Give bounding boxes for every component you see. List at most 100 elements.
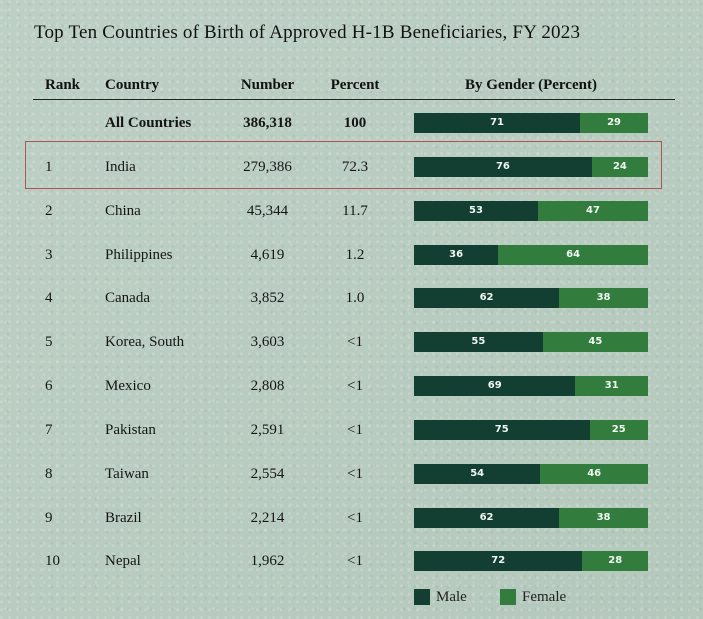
rank-cell: 6 [45, 378, 53, 394]
number-cell: 1,962 [250, 553, 285, 569]
table-row: 8 Taiwan 2,554 <1 54 46 [0, 463, 703, 485]
female-legend-swatch [500, 589, 516, 605]
male-segment: 54 [414, 464, 541, 484]
india-highlight-box [25, 141, 662, 189]
country-cell: India [105, 159, 136, 175]
male-segment: 53 [414, 201, 539, 221]
number-cell: 3,852 [250, 290, 285, 306]
country-cell: Canada [105, 290, 150, 306]
country-cell: Korea, South [105, 334, 185, 350]
female-segment: 46 [540, 464, 648, 484]
header-percent: Percent [330, 77, 380, 93]
percent-cell: 1.0 [345, 290, 365, 306]
female-segment: 38 [559, 508, 648, 528]
percent-cell: <1 [347, 466, 363, 482]
country-cell: China [105, 203, 141, 219]
table-row: 3 Philippines 4,619 1.2 36 64 [0, 244, 703, 266]
male-segment: 69 [414, 376, 576, 396]
country-cell: Taiwan [105, 466, 149, 482]
percent-cell: <1 [347, 334, 363, 350]
rank-cell: 7 [45, 422, 53, 438]
legend-male: Male [414, 586, 467, 608]
percent-cell: <1 [347, 378, 363, 394]
number-cell: 2,808 [250, 378, 285, 394]
female-segment: 25 [589, 420, 648, 440]
header-number: Number [240, 77, 295, 93]
header-gender: By Gender (Percent) [465, 77, 597, 93]
rank-cell: 3 [45, 247, 53, 263]
table-row: 5 Korea, South 3,603 <1 55 45 [0, 331, 703, 353]
female-legend-label: Female [522, 588, 567, 605]
number-cell: 45,344 [246, 203, 289, 219]
header-rank: Rank [45, 77, 81, 93]
male-legend-swatch [414, 589, 430, 605]
male-segment: 71 [414, 113, 581, 133]
rank-cell: 8 [45, 466, 53, 482]
percent-cell: 72.3 [341, 159, 369, 175]
number-cell: 3,603 [250, 334, 285, 350]
percent-cell: 11.7 [342, 203, 368, 219]
female-segment: 47 [538, 201, 648, 221]
table-row: 2 China 45,344 11.7 53 47 [0, 200, 703, 222]
female-segment: 31 [575, 376, 648, 396]
header-divider [33, 99, 675, 100]
percent-cell: <1 [347, 553, 363, 569]
total-row: All Countries 386,318 100 71 29 [0, 112, 703, 134]
country-cell: Philippines [105, 247, 173, 263]
gender-split-bar: 55 45 [414, 332, 648, 352]
rank-cell: 10 [45, 553, 60, 569]
country-cell: All Countries [105, 115, 192, 131]
gender-split-bar: 62 38 [414, 508, 648, 528]
female-segment: 24 [591, 157, 648, 177]
percent-cell: <1 [347, 510, 363, 526]
percent-cell: 1.2 [345, 247, 365, 263]
female-segment: 64 [498, 245, 648, 265]
country-cell: Pakistan [105, 422, 156, 438]
male-segment: 72 [414, 551, 583, 571]
gender-split-bar: 71 29 [414, 113, 648, 133]
male-legend-label: Male [436, 588, 467, 605]
rank-cell: 4 [45, 290, 53, 306]
number-cell: 4,619 [250, 247, 285, 263]
header-country: Country [105, 77, 160, 93]
table-row: 1 India 279,386 72.3 76 24 [0, 156, 703, 178]
table-row: 7 Pakistan 2,591 <1 75 25 [0, 419, 703, 441]
male-segment: 55 [414, 332, 543, 352]
female-segment: 38 [559, 288, 648, 308]
number-cell: 2,214 [250, 510, 285, 526]
number-cell: 386,318 [243, 115, 292, 131]
male-segment: 62 [414, 508, 560, 528]
male-segment: 75 [414, 420, 590, 440]
gender-split-bar: 76 24 [414, 157, 648, 177]
percent-cell: 100 [343, 115, 367, 131]
male-segment: 62 [414, 288, 560, 308]
male-segment: 76 [414, 157, 592, 177]
rank-cell: 1 [45, 159, 53, 175]
gender-split-bar: 69 31 [414, 376, 648, 396]
country-cell: Nepal [105, 553, 141, 569]
table-row: 10 Nepal 1,962 <1 72 28 [0, 550, 703, 572]
female-segment: 45 [542, 332, 648, 352]
table-row: 6 Mexico 2,808 <1 69 31 [0, 375, 703, 397]
table-row: 4 Canada 3,852 1.0 62 38 [0, 287, 703, 309]
gender-split-bar: 62 38 [414, 288, 648, 308]
gender-split-bar: 36 64 [414, 245, 648, 265]
number-cell: 2,554 [250, 466, 285, 482]
country-cell: Brazil [105, 510, 142, 526]
rank-cell: 5 [45, 334, 53, 350]
gender-split-bar: 53 47 [414, 201, 648, 221]
rank-cell: 2 [45, 203, 53, 219]
country-cell: Mexico [105, 378, 151, 394]
table-row: 9 Brazil 2,214 <1 62 38 [0, 507, 703, 529]
male-segment: 36 [414, 245, 499, 265]
female-segment: 29 [580, 113, 648, 133]
gender-split-bar: 54 46 [414, 464, 648, 484]
percent-cell: <1 [347, 422, 363, 438]
chart-title: Top Ten Countries of Birth of Approved H… [34, 22, 581, 43]
number-cell: 2,591 [250, 422, 285, 438]
legend-female: Female [500, 586, 566, 608]
gender-split-bar: 75 25 [414, 420, 648, 440]
gender-split-bar: 72 28 [414, 551, 648, 571]
number-cell: 279,386 [243, 159, 292, 175]
